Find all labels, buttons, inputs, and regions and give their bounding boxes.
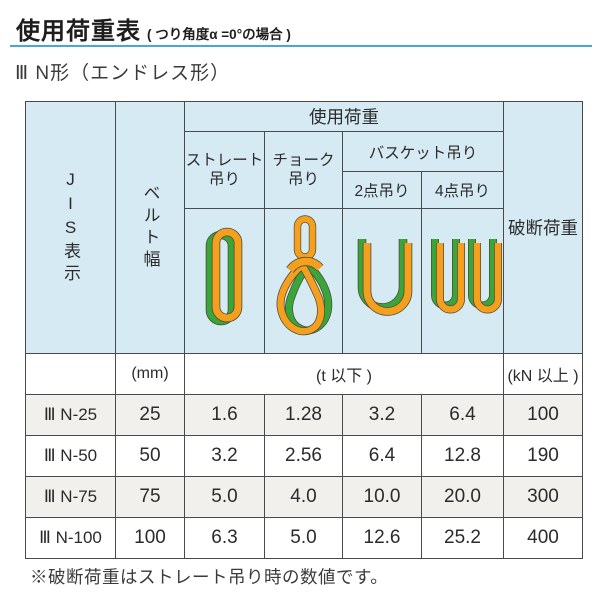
cell-break: 300: [503, 476, 583, 518]
header-belt-width: ベルト幅: [115, 101, 185, 354]
cell-jis: Ⅲ N-100: [25, 517, 116, 559]
cell-basket2: 12.6: [342, 517, 422, 559]
straight-sling-icon: [205, 227, 243, 326]
cell-break: 100: [503, 394, 583, 436]
cell-straight: 1.6: [184, 394, 265, 436]
header-jis-label: JIS表示: [61, 169, 80, 286]
choke-sling-icon: [276, 215, 333, 336]
cell-belt: 50: [115, 435, 185, 477]
cell-basket4: 6.4: [421, 394, 504, 436]
illustration-basket-2pt: [342, 208, 422, 354]
cell-belt: 75: [115, 476, 185, 518]
cell-basket4: 25.2: [421, 517, 504, 559]
cell-basket2: 10.0: [342, 476, 422, 518]
header-straight: ストレート 吊り: [184, 131, 265, 209]
cell-choke: 2.56: [264, 435, 343, 477]
header-straight-line1: ストレート: [185, 151, 264, 169]
cell-basket2: 3.2: [342, 394, 422, 436]
unit-breaking-load: (kN 以上 ): [503, 353, 583, 395]
illustration-choke: [264, 208, 343, 354]
table-row: Ⅲ N-100 100 6.3 5.0 12.6 25.2 400: [25, 517, 583, 559]
header-basket-4pt: 4点吊り: [421, 171, 504, 209]
cell-choke: 1.28: [264, 394, 343, 436]
header-jis: JIS表示: [25, 101, 116, 354]
cell-jis: Ⅲ N-25: [25, 394, 116, 436]
page-title-main: 使用荷重表: [16, 18, 141, 45]
table-row: Ⅲ N-50 50 3.2 2.56 6.4 12.8 190: [25, 435, 583, 477]
working-load-table: JIS表示 ベルト幅 使用荷重 破断荷重 ストレート 吊り チョーク 吊り バス…: [25, 101, 583, 559]
header-straight-line2: 吊り: [208, 171, 240, 188]
header-choke-line2: 吊り: [287, 171, 319, 188]
cell-straight: 3.2: [184, 435, 265, 477]
cell-basket4: 20.0: [421, 476, 504, 518]
cell-belt: 100: [115, 517, 185, 559]
header-belt-width-label: ベルト幅: [140, 183, 160, 272]
header-choke-line1: チョーク: [272, 151, 335, 169]
cell-straight: 6.3: [184, 517, 265, 559]
cell-basket4: 12.8: [421, 435, 504, 477]
cell-jis: Ⅲ N-50: [25, 435, 116, 477]
illustration-straight: [184, 208, 265, 354]
unit-empty-cell: [25, 353, 116, 395]
page-title: 使用荷重表 ( つり角度α =0°の場合 ): [16, 11, 291, 46]
cell-break: 400: [503, 517, 583, 559]
header-basket: バスケット吊り: [342, 131, 504, 172]
cell-choke: 5.0: [264, 517, 343, 559]
type-subtitle: Ⅲ N形（エンドレス形）: [15, 63, 231, 84]
breaking-load-footnote: ※破断荷重はストレート吊り時の数値です。: [30, 567, 389, 587]
header-choke: チョーク 吊り: [264, 131, 343, 209]
cell-jis: Ⅲ N-75: [25, 476, 116, 518]
cell-break: 190: [503, 435, 583, 477]
basket-4point-sling-icon: [431, 239, 502, 314]
basket-2point-sling-icon: [357, 239, 413, 316]
page-title-note: ( つり角度α =0°の場合 ): [147, 27, 291, 42]
header-working-load: 使用荷重: [184, 101, 504, 132]
cell-belt: 25: [115, 394, 185, 436]
cell-straight: 5.0: [184, 476, 265, 518]
table-row: Ⅲ N-25 25 1.6 1.28 3.2 6.4 100: [25, 394, 583, 436]
unit-working-load: (t 以下 ): [184, 353, 504, 395]
header-basket-2pt: 2点吊り: [342, 171, 422, 209]
cell-basket2: 6.4: [342, 435, 422, 477]
cell-choke: 4.0: [264, 476, 343, 518]
title-underline: [10, 45, 592, 47]
table-row: Ⅲ N-75 75 5.0 4.0 10.0 20.0 300: [25, 476, 583, 518]
unit-belt-width: (mm): [115, 353, 185, 395]
illustration-basket-4pt: [421, 208, 504, 354]
header-breaking-load: 破断荷重: [503, 101, 583, 354]
